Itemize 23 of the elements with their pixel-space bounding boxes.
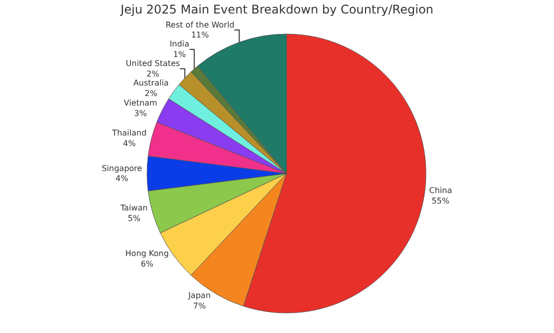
data-label: 6%: [140, 260, 154, 269]
slice-label: Hong Kong: [125, 249, 169, 258]
slice-label: Vietnam: [124, 98, 158, 108]
data-label: 2%: [144, 88, 158, 98]
slice-label: Singapore: [102, 164, 142, 173]
data-label: 7%: [193, 301, 206, 310]
slice-label: Australia: [133, 78, 169, 88]
slice-label: United States: [126, 59, 180, 68]
chart-title: Jeju 2025 Main Event Breakdown by Country/Region: [120, 2, 434, 16]
data-label: 4%: [116, 174, 129, 184]
data-label: 5%: [128, 214, 141, 223]
slice-label: Taiwan: [119, 203, 148, 212]
data-label: 1%: [173, 50, 186, 60]
slice-label: China: [429, 186, 452, 195]
slice-label: India: [170, 40, 190, 49]
data-label: 3%: [134, 108, 148, 118]
slice-label: Thailand: [111, 128, 147, 138]
slice-label: Rest of the World: [166, 20, 234, 30]
slice-label: Japan: [187, 291, 211, 300]
data-label: 4%: [123, 138, 136, 148]
data-label: 11%: [191, 30, 210, 40]
data-label: 55%: [432, 196, 450, 206]
data-label: 2%: [146, 69, 160, 78]
